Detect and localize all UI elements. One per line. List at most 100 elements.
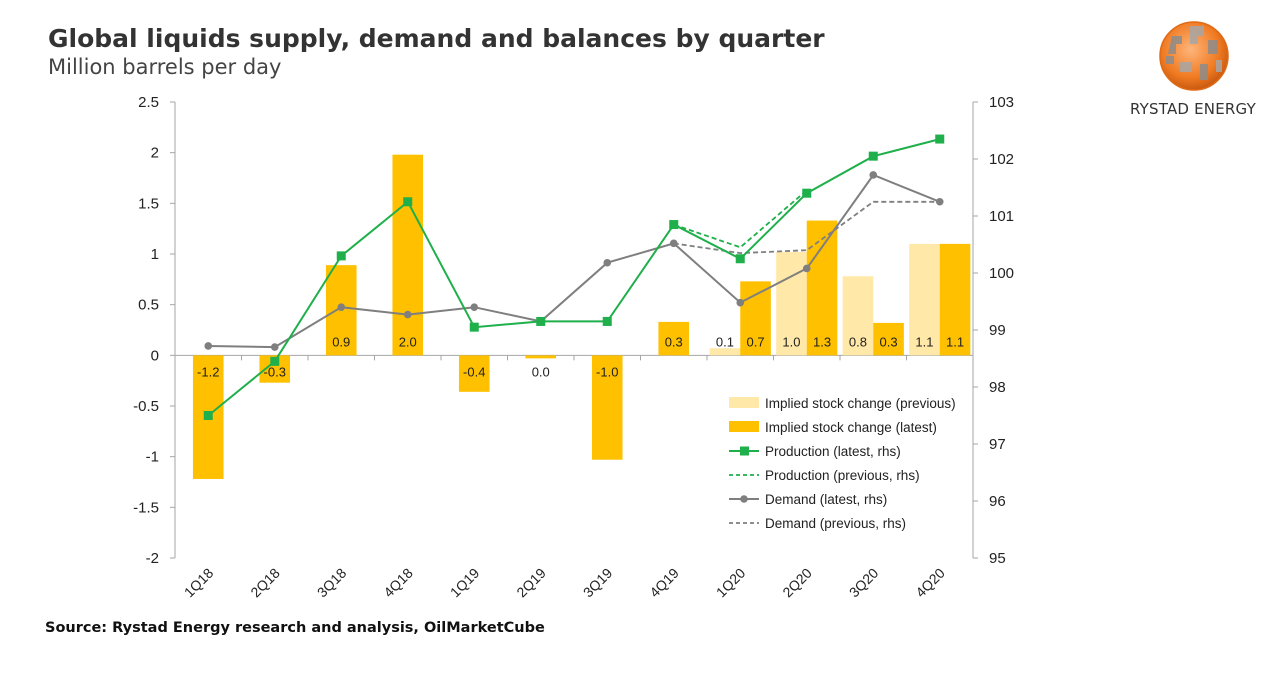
- demand-point: [403, 310, 412, 319]
- bar-latest-label: 0.3: [880, 334, 898, 349]
- x-tick-label: 2Q20: [779, 565, 815, 601]
- left-tick-label: -0.5: [133, 398, 159, 415]
- bar-previous-label: 1.1: [915, 334, 933, 349]
- demand-point: [669, 239, 678, 248]
- production-point: [336, 251, 346, 261]
- x-tick-label: 3Q20: [846, 565, 882, 601]
- chart-legend: Implied stock change (previous) Implied s…: [729, 396, 956, 531]
- bar-previous: [909, 243, 940, 356]
- x-tick-label: 1Q20: [713, 565, 749, 601]
- x-tick-label: 4Q18: [380, 565, 416, 601]
- production-previous-line: [673, 189, 808, 249]
- bar-latest: [591, 355, 623, 460]
- right-tick-label: 97: [989, 436, 1006, 453]
- rystad-globe-logo-icon: [1159, 21, 1229, 91]
- bar-previous: [776, 251, 807, 356]
- right-tick-label: 103: [989, 94, 1014, 111]
- demand-point: [935, 197, 944, 206]
- demand-latest-line: [208, 173, 941, 349]
- bar-latest: [873, 322, 904, 356]
- bar-latest: [392, 154, 424, 356]
- left-tick-label: 0.5: [138, 297, 159, 314]
- right-tick-label: 96: [989, 493, 1006, 510]
- right-tick-label: 100: [989, 265, 1014, 282]
- chart-subtitle: Million barrels per day: [48, 55, 282, 79]
- bar-previous: [709, 348, 741, 356]
- right-tick-label: 102: [989, 151, 1014, 168]
- bar-previous-label: 0.1: [716, 334, 734, 349]
- production-point: [735, 254, 745, 264]
- production-point: [669, 220, 679, 230]
- production-point: [536, 316, 546, 326]
- x-tick-label: 2Q18: [247, 565, 283, 601]
- production-point: [602, 316, 612, 326]
- bar-latest-label: -0.3: [264, 364, 286, 379]
- bar-latest: [806, 220, 838, 356]
- demand-point: [470, 303, 479, 312]
- chart-lines: [203, 134, 945, 420]
- x-tick-label: 2Q19: [513, 565, 549, 601]
- bar-latest-label: -1.0: [596, 364, 618, 379]
- x-tick-label: 1Q18: [181, 565, 217, 601]
- bar-latest: [458, 355, 490, 392]
- production-latest-line: [207, 138, 941, 417]
- legend-label: Production (previous, rhs): [765, 468, 920, 483]
- demand-point: [337, 303, 346, 312]
- brand-name: RYSTAD ENERGY: [1130, 100, 1256, 118]
- production-point: [802, 188, 812, 198]
- demand-point: [802, 264, 811, 273]
- legend-marker-demand: [740, 495, 748, 503]
- production-point: [469, 322, 479, 332]
- bar-latest-label: 1.1: [946, 334, 964, 349]
- left-tick-label: 1: [151, 246, 159, 263]
- right-tick-label: 99: [989, 322, 1006, 339]
- production-point: [935, 134, 945, 144]
- chart-bar-labels: -1.2 -0.3 0.9 2.0 -0.4 0.0 -1.0 0.3 0.7 1.3 0.3 1.1…: [197, 334, 964, 379]
- demand-point: [603, 258, 612, 267]
- bar-latest: [525, 355, 557, 359]
- demand-previous-line: [673, 200, 940, 255]
- right-tick-label: 95: [989, 550, 1006, 567]
- bar-previous-label: 0.8: [849, 334, 867, 349]
- left-tick-label: 0: [151, 347, 159, 364]
- bar-previous-label: 1.0: [782, 334, 800, 349]
- right-tick-label: 98: [989, 379, 1006, 396]
- demand-point: [204, 342, 213, 350]
- legend-label: Production (latest, rhs): [765, 444, 901, 459]
- bar-latest-label: 0.3: [665, 334, 683, 349]
- demand-point: [736, 298, 745, 307]
- legend-swatch-stock-latest: [729, 421, 759, 432]
- left-tick-label: 1.5: [138, 195, 159, 212]
- production-point: [270, 356, 280, 366]
- left-tick-label: -2: [146, 550, 159, 567]
- right-tick-label: 101: [989, 208, 1014, 225]
- bar-latest: [939, 243, 971, 356]
- source-note: Source: Rystad Energy research and analy…: [45, 620, 545, 636]
- demand-point: [869, 171, 878, 179]
- left-tick-label: 2.5: [138, 94, 159, 111]
- legend-label: Implied stock change (previous): [765, 396, 956, 411]
- production-point: [403, 197, 413, 207]
- x-tick-label: 3Q19: [580, 565, 616, 601]
- left-tick-label: 2: [151, 145, 159, 162]
- chart-title: Global liquids supply, demand and balanc…: [48, 24, 825, 53]
- legend-label: Demand (previous, rhs): [765, 516, 906, 531]
- legend-marker-production: [740, 446, 749, 456]
- demand-point: [270, 343, 279, 351]
- production-point: [203, 411, 213, 420]
- legend-swatch-stock-previous: [729, 397, 759, 408]
- bar-latest-label: 1.3: [813, 334, 831, 349]
- x-tick-label: 4Q20: [912, 565, 948, 601]
- bar-latest-label: 0.0: [532, 364, 550, 379]
- bar-latest-label: -0.4: [463, 364, 485, 379]
- x-tick-label: 1Q19: [447, 565, 483, 601]
- chart-bars: [192, 154, 971, 479]
- bar-latest-label: -1.2: [197, 364, 219, 379]
- bar-latest-label: 0.7: [747, 334, 765, 349]
- left-tick-label: -1.5: [133, 499, 159, 516]
- production-point: [868, 151, 878, 161]
- legend-label: Implied stock change (latest): [765, 420, 937, 435]
- bar-latest: [658, 321, 690, 356]
- x-tick-label: 4Q19: [646, 565, 682, 601]
